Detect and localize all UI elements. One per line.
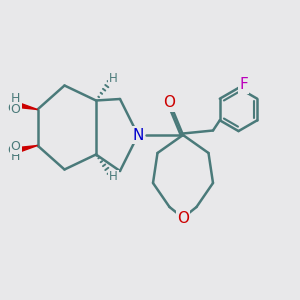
Text: O: O xyxy=(177,211,189,226)
Text: H: H xyxy=(109,170,118,184)
Text: H: H xyxy=(11,92,20,106)
Text: O: O xyxy=(11,103,20,116)
Text: N: N xyxy=(132,128,144,142)
Text: O: O xyxy=(8,143,17,157)
Text: H: H xyxy=(12,150,21,163)
Text: O: O xyxy=(11,140,20,153)
Text: F: F xyxy=(239,77,248,92)
Text: O: O xyxy=(163,95,175,110)
Polygon shape xyxy=(11,146,38,155)
Text: H: H xyxy=(11,149,20,163)
Text: H: H xyxy=(12,92,21,105)
Polygon shape xyxy=(11,100,38,110)
Text: H: H xyxy=(109,71,118,85)
Text: O: O xyxy=(8,102,17,115)
